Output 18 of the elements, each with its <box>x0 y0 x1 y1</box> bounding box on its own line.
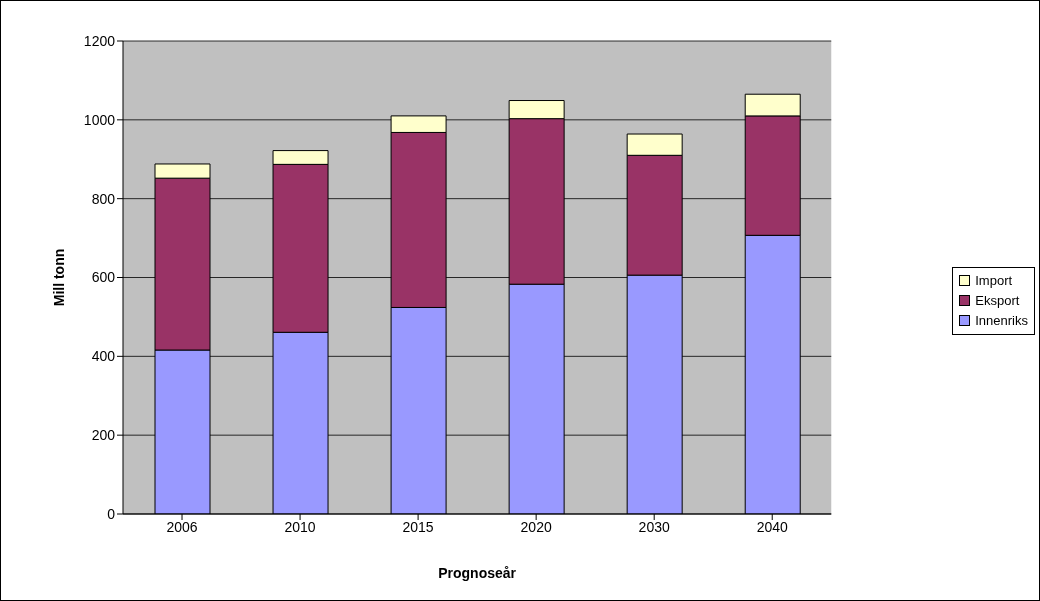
x-tick-label: 2020 <box>520 518 552 535</box>
y-tick-label: 0 <box>107 505 116 522</box>
y-tick-label: 1200 <box>83 32 116 49</box>
x-tick-label: 2040 <box>756 518 789 535</box>
y-tick-label: 400 <box>91 348 116 365</box>
y-axis-title: Mill tonn <box>50 248 67 307</box>
x-tick-label: 2010 <box>284 518 316 535</box>
y-tick-label: 800 <box>91 190 116 207</box>
y-tick-label: 1000 <box>83 111 116 128</box>
x-tick-label: 2006 <box>166 518 198 535</box>
legend-label: Eksport <box>975 293 1020 308</box>
x-tick-label: 2030 <box>638 518 670 535</box>
x-tick-label: 2015 <box>402 518 434 535</box>
legend-label: Innenriks <box>975 313 1028 328</box>
legend-label: Import <box>975 273 1013 288</box>
x-axis-title: Prognoseår <box>438 565 517 581</box>
y-tick-label: 200 <box>91 427 116 444</box>
y-tick-label: 600 <box>91 269 116 286</box>
